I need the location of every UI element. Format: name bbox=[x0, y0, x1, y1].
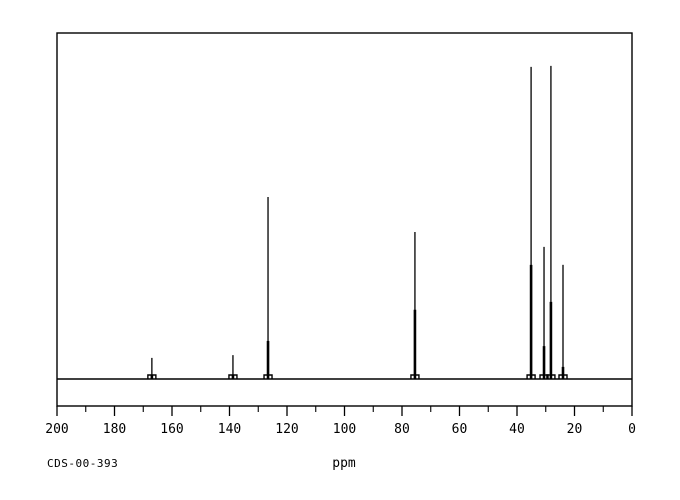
x-axis-tick-label: 200 bbox=[45, 422, 68, 437]
x-axis-tick-label: 80 bbox=[394, 422, 410, 437]
x-axis-tick-label: 180 bbox=[103, 422, 126, 437]
x-axis-tick-label: 20 bbox=[567, 422, 583, 437]
x-axis-tick-label: 40 bbox=[509, 422, 525, 437]
peak-foot bbox=[558, 374, 568, 379]
spectrum-id-label: CDS-00-393 bbox=[47, 457, 118, 470]
x-axis-unit-label: ppm bbox=[332, 456, 356, 471]
peak-foot bbox=[228, 374, 238, 379]
x-axis-tick-label: 0 bbox=[628, 422, 636, 437]
x-axis-tick-label: 160 bbox=[160, 422, 183, 437]
peak-foot bbox=[263, 374, 273, 379]
peak-foot bbox=[526, 374, 536, 379]
peak-foot bbox=[546, 374, 556, 379]
plot-frame bbox=[56, 32, 633, 407]
x-axis-tick-labels: 200 180 160 140 120 100 80 60 40 20 0 bbox=[45, 422, 636, 437]
x-axis-tick-label: 140 bbox=[218, 422, 241, 437]
peak-trace-layer bbox=[147, 65, 568, 379]
peak-foot bbox=[410, 374, 420, 379]
x-axis-tick-label: 120 bbox=[275, 422, 298, 437]
x-axis-tick-label: 60 bbox=[452, 422, 468, 437]
peak-foot bbox=[147, 374, 157, 379]
x-axis-tick-label: 100 bbox=[333, 422, 356, 437]
peak-foot bbox=[539, 374, 549, 379]
x-axis-ticks bbox=[56, 406, 633, 416]
